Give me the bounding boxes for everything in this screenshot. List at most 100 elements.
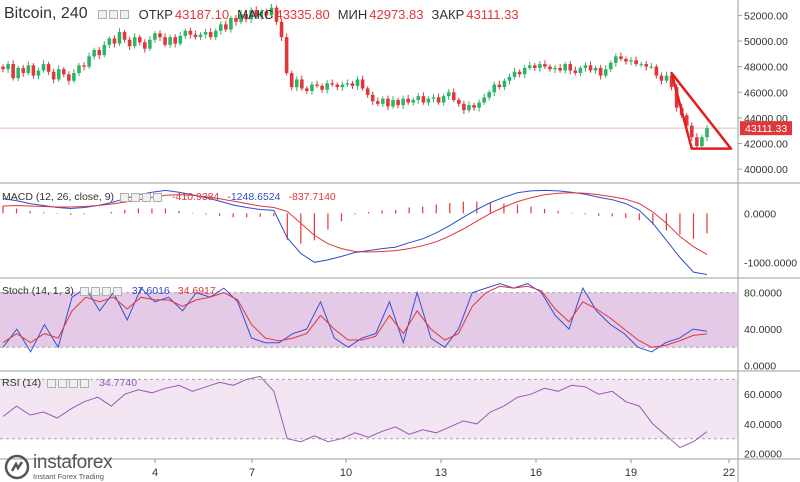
candle-body <box>629 60 633 62</box>
candle-body <box>568 64 573 71</box>
candle-body <box>355 79 360 86</box>
price-badge-label: 43111.33 <box>745 123 787 135</box>
candle-body <box>56 69 61 80</box>
x-tick-label: 7 <box>249 467 255 479</box>
price-tick-label: 50000.00 <box>744 36 788 48</box>
candle-body <box>284 37 289 74</box>
trend-triangle <box>670 71 733 150</box>
candle-body <box>31 65 36 76</box>
candle-body <box>360 79 365 89</box>
candle-body <box>446 92 451 97</box>
rsi-controls[interactable] <box>47 378 91 388</box>
candle-body <box>401 98 405 106</box>
stoch-d-line <box>2 285 708 348</box>
candle-body <box>431 97 436 99</box>
candle-body <box>11 64 15 79</box>
candle-body <box>654 66 659 76</box>
candle-body <box>158 33 162 38</box>
candle-body <box>462 103 466 111</box>
candle-body <box>143 42 147 49</box>
candle-body <box>183 30 188 36</box>
price-tick-label: 52000.00 <box>744 10 788 22</box>
candle-body <box>213 30 218 38</box>
price-tick-label: 48000.00 <box>744 62 788 74</box>
candle-body <box>82 65 86 67</box>
candle-body <box>578 67 583 74</box>
candle-body <box>705 128 709 138</box>
candle-body <box>593 67 598 71</box>
macd-tick-label: -1000.0000 <box>744 257 797 269</box>
macd-controls[interactable] <box>120 192 164 202</box>
candle-body <box>51 71 56 80</box>
candle-body <box>396 99 400 106</box>
candle-body <box>644 64 649 67</box>
candle-body <box>573 70 578 74</box>
macd-signal-value: -837.7140 <box>288 191 336 203</box>
candle-body <box>6 64 10 70</box>
header-bar: Bitcoin, 240 ОТКР 43187.10 МАКС 43335.80… <box>4 5 527 23</box>
close-label: ЗАКР <box>431 6 465 22</box>
price-tick-label: 42000.00 <box>744 139 788 151</box>
symbol-title: Bitcoin, 240 <box>4 5 88 22</box>
candle-body <box>512 71 517 77</box>
candle-body <box>548 66 552 70</box>
stoch-tick-label: 40.0000 <box>744 324 782 336</box>
candle-body <box>203 32 208 35</box>
price-badge <box>740 121 792 136</box>
candle-body <box>416 96 421 100</box>
candle-body <box>700 137 704 147</box>
candle-body <box>457 99 461 104</box>
macd-tick-label: 0.0000 <box>744 208 776 220</box>
candle-body <box>254 10 259 17</box>
candle-body <box>583 65 588 68</box>
open-value: 43187.10 <box>174 6 230 22</box>
logo-tagline: Instant Forex Trading <box>33 472 104 481</box>
x-tick-label: 10 <box>340 467 352 479</box>
candle-body <box>122 32 127 40</box>
macd-name: MACD (12, 26, close, 9) <box>2 191 115 203</box>
candle-body <box>229 17 233 30</box>
candle-body <box>659 75 664 81</box>
rsi-value: 34.7740 <box>99 377 138 389</box>
stoch-controls[interactable] <box>79 286 124 296</box>
candle-body <box>77 65 81 74</box>
rsi-line <box>2 375 708 449</box>
logo-mark-icon <box>4 454 30 479</box>
low-label: МИН <box>337 6 368 22</box>
candle-body <box>21 67 26 74</box>
stoch-legend: Stoch (14, 1, 3) 37.6016 34.6917 <box>2 285 224 297</box>
macd-legend: MACD (12, 26, close, 9) -410.9384 -1248.… <box>2 191 344 203</box>
candle-body <box>411 99 416 103</box>
candle-body <box>619 56 623 59</box>
stoch-d-value: 34.6917 <box>177 285 216 297</box>
candle-body <box>330 83 335 85</box>
candle-body <box>421 96 426 103</box>
candle-body <box>1 66 5 70</box>
candle-body <box>375 101 380 104</box>
candle-body <box>598 67 603 76</box>
x-tick-label: 22 <box>723 467 735 479</box>
rsi-tick-label: 20.0000 <box>744 449 782 461</box>
candle-body <box>492 84 497 93</box>
macd-histogram-value: -410.9384 <box>172 191 220 203</box>
stoch-k-value: 37.6016 <box>131 285 170 297</box>
candle-body <box>41 64 46 71</box>
rsi-band <box>0 379 738 439</box>
chart-controls[interactable] <box>97 9 131 19</box>
candle-body <box>639 64 643 66</box>
candle-body <box>264 11 269 16</box>
rsi-tick-label: 40.0000 <box>744 419 782 431</box>
candle-body <box>234 17 238 22</box>
candle-body <box>67 74 71 81</box>
candle-body <box>173 37 178 44</box>
candle-body <box>279 21 284 38</box>
candle-body <box>690 125 694 138</box>
candle-body <box>132 37 137 47</box>
candle-body <box>436 97 441 103</box>
candle-body <box>588 65 593 71</box>
candle-body <box>198 34 203 38</box>
candle-body <box>532 65 537 68</box>
candle-body <box>558 67 562 71</box>
candle-body <box>522 67 527 75</box>
